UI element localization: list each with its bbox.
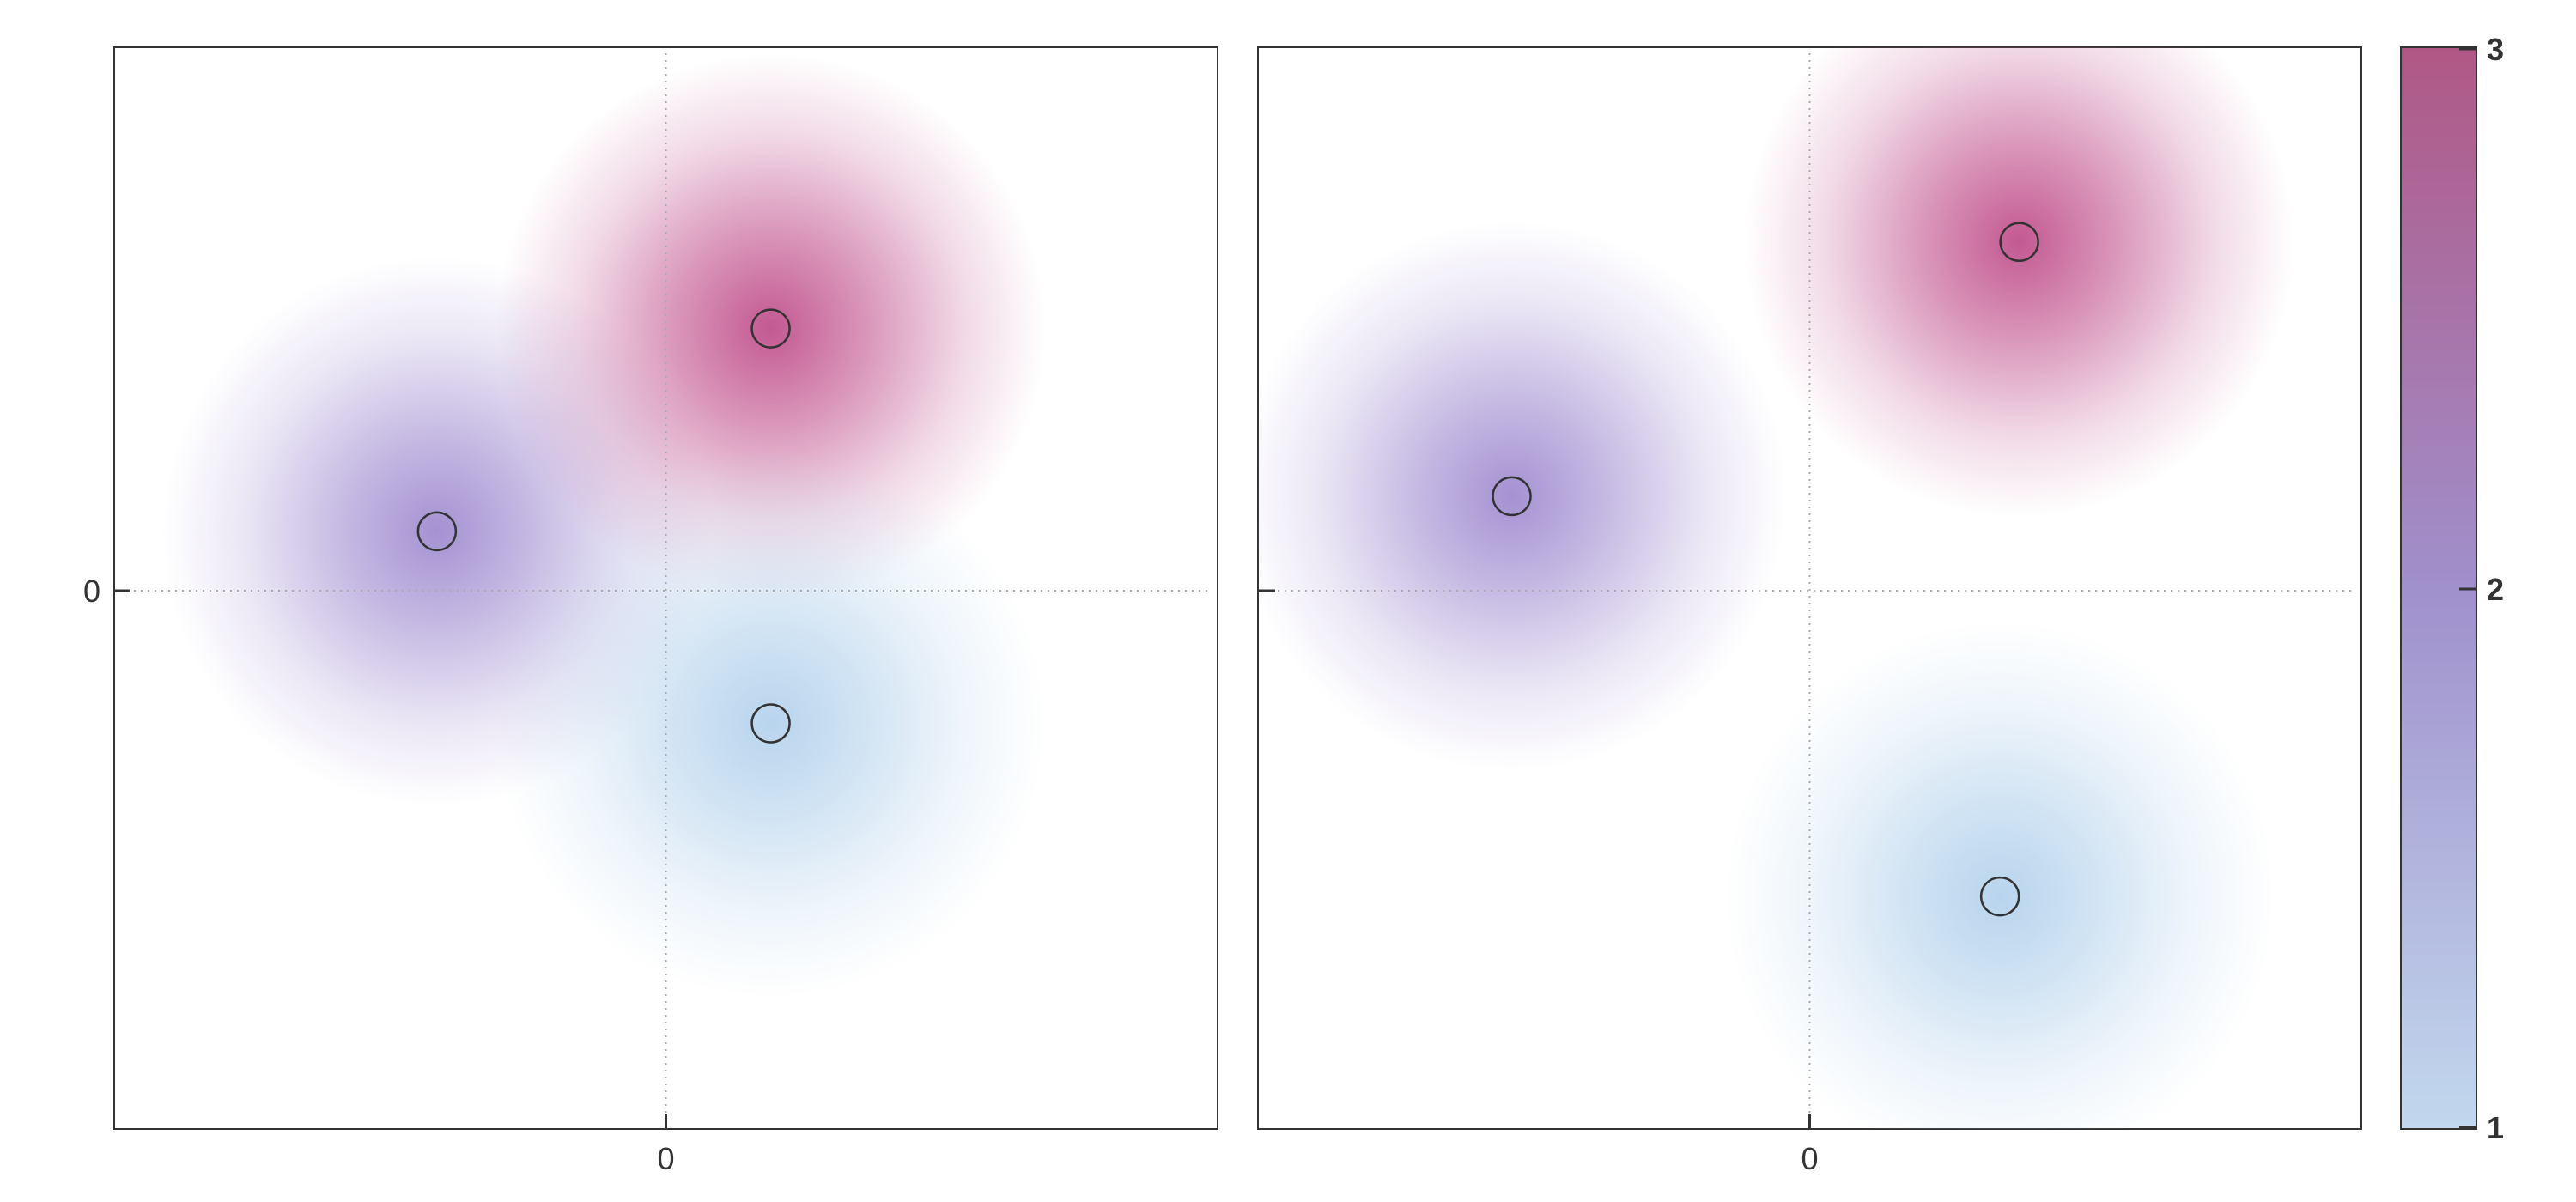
colorbar-label-2: 2 — [2487, 572, 2504, 607]
density-blob-right-2 — [1744, 47, 2294, 517]
left-density-blobs — [161, 53, 1046, 999]
density-blob-left-2 — [495, 53, 1046, 604]
colorbar-label-1: 1 — [2487, 1110, 2504, 1145]
density-blob-right-1 — [1258, 221, 1787, 771]
data-point-marker-left-1[interactable] — [416, 511, 458, 552]
density-blob-right-3 — [1725, 622, 2275, 1129]
left-x-tick-label: 0 — [657, 1141, 674, 1176]
data-point-marker-right-1[interactable] — [1492, 476, 1532, 517]
left-markers — [416, 308, 791, 744]
data-point-marker-left-3[interactable] — [750, 703, 791, 744]
right-density-blobs — [1258, 47, 2294, 1129]
colorbar-label-3: 3 — [2487, 32, 2504, 67]
right-x-tick-label: 0 — [1801, 1141, 1818, 1176]
left-panel: 0 0 — [83, 46, 1218, 1176]
data-point-marker-right-2[interactable] — [1999, 222, 2039, 263]
density-blob-left-3 — [495, 448, 1046, 999]
right-panel: 0 — [1257, 46, 2362, 1176]
left-y-tick-label: 0 — [83, 574, 100, 609]
colorbar: 3 2 1 — [2400, 32, 2504, 1145]
right-markers — [1492, 222, 2039, 917]
data-point-marker-left-2[interactable] — [750, 308, 791, 349]
data-point-marker-right-3[interactable] — [1979, 876, 2020, 917]
